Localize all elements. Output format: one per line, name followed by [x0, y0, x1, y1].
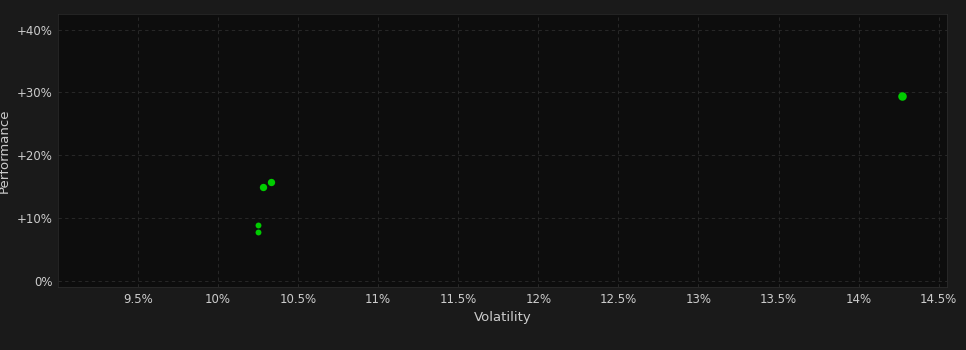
Point: [255, 184, 270, 189]
Point: [895, 93, 910, 98]
Point: [250, 229, 266, 234]
Point: [263, 180, 278, 185]
Point: [250, 223, 266, 228]
X-axis label: Volatility: Volatility: [473, 311, 531, 324]
Y-axis label: Performance: Performance: [0, 108, 11, 193]
